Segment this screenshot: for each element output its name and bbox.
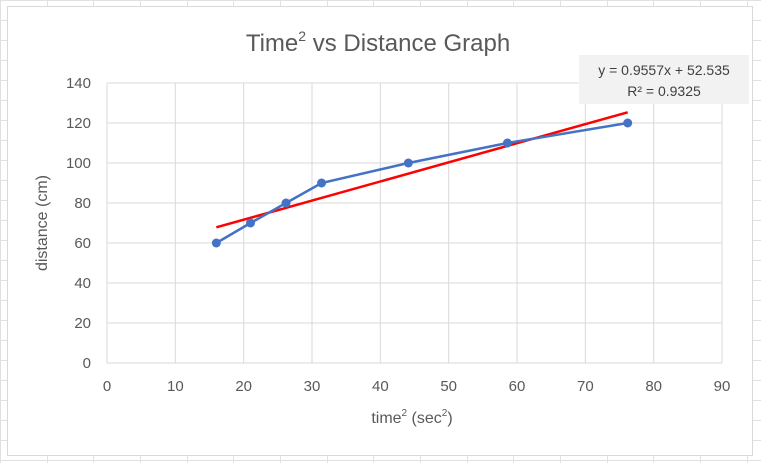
- y-tick-label: 40: [74, 275, 91, 292]
- y-tick-label: 100: [66, 155, 91, 172]
- y-tick-label: 60: [74, 235, 91, 252]
- data-point[interactable]: [246, 218, 255, 228]
- equation-box-background: [579, 55, 749, 104]
- trendline-equation: y = 0.9557x + 52.535: [598, 62, 730, 78]
- tick-labels: 0 10 20 30 40 50 60 70 80 90 0 20 40 60 80 100 120 140: [66, 75, 730, 395]
- trendline[interactable]: [215, 111, 629, 229]
- data-point[interactable]: [281, 198, 291, 208]
- y-tick-label: 140: [66, 75, 91, 92]
- y-tick-label: 0: [83, 355, 91, 372]
- trendline-layer: [215, 111, 629, 229]
- x-tick-label: 0: [103, 378, 111, 395]
- data-point[interactable]: [403, 158, 413, 168]
- trendline-equation-box[interactable]: y = 0.9557x + 52.535 R² = 0.9325: [579, 55, 749, 104]
- trendline-r-squared: R² = 0.9325: [627, 83, 701, 99]
- data-point[interactable]: [317, 178, 327, 188]
- data-point[interactable]: [623, 118, 633, 128]
- x-tick-label: 20: [235, 378, 252, 395]
- y-tick-label: 120: [66, 115, 91, 132]
- chart-title-rest: vs Distance Graph: [306, 30, 510, 57]
- x-axis-label-sup-1: 2: [402, 408, 408, 419]
- series-layer: [211, 118, 633, 248]
- chart-title[interactable]: Time2 vs Distance Graph: [246, 28, 510, 57]
- x-tick-label: 80: [645, 378, 662, 395]
- y-tick-label: 20: [74, 315, 91, 332]
- x-axis-label-sup-2: 2: [442, 408, 448, 419]
- y-tick-label: 80: [74, 195, 91, 212]
- x-tick-label: 70: [577, 378, 594, 395]
- x-tick-label: 60: [509, 378, 526, 395]
- chart-title-main: Time: [246, 30, 298, 57]
- x-tick-label: 30: [304, 378, 321, 395]
- x-axis-label-end: ): [447, 410, 452, 427]
- data-point[interactable]: [502, 138, 512, 148]
- x-axis-label[interactable]: time2 (sec2): [371, 408, 452, 427]
- x-axis-label-main: time: [371, 410, 401, 427]
- x-tick-label: 50: [440, 378, 457, 395]
- x-tick-label: 10: [167, 378, 184, 395]
- x-axis-label-mid: (sec: [407, 410, 442, 427]
- x-tick-label: 90: [714, 378, 731, 395]
- chart-title-superscript: 2: [298, 28, 306, 44]
- x-tick-label: 40: [372, 378, 389, 395]
- data-point[interactable]: [211, 238, 221, 248]
- y-axis-label[interactable]: distance (cm): [34, 175, 51, 271]
- series-line[interactable]: [215, 121, 628, 245]
